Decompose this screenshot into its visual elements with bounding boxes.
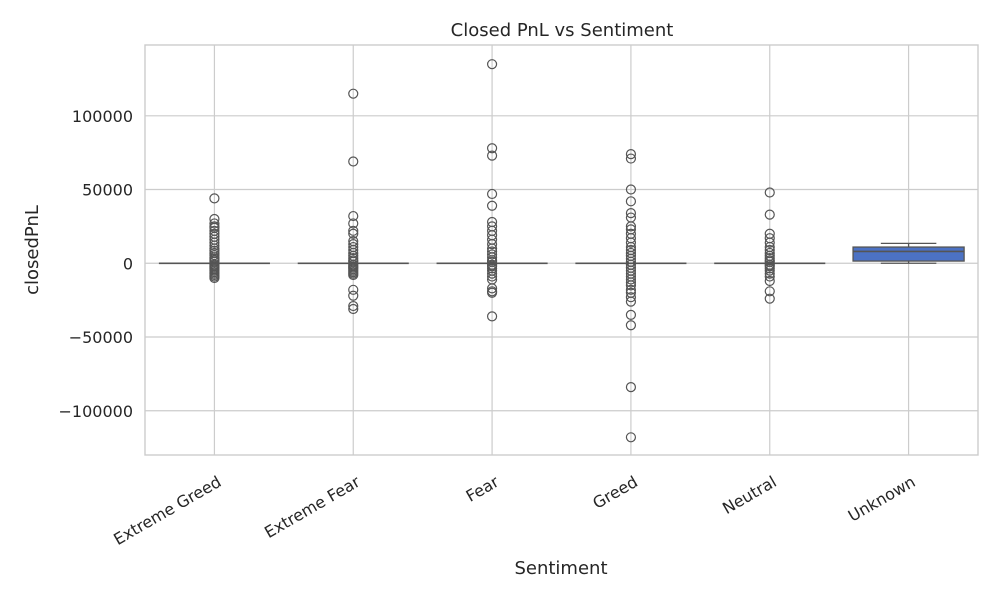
outlier-point <box>764 286 775 297</box>
outlier-point <box>764 237 775 248</box>
iqr-box <box>852 246 965 262</box>
y-tick-label: −100000 <box>59 402 133 421</box>
x-tick-label: Extreme Greed <box>110 472 224 549</box>
outlier-point <box>625 382 637 393</box>
outlier-point <box>348 269 359 281</box>
x-tick-label: Greed <box>589 472 640 513</box>
outlier-point <box>764 265 775 276</box>
outlier-point <box>348 244 359 256</box>
outlier-point <box>209 218 220 229</box>
outlier-point <box>486 59 498 70</box>
y-tick-label: 50000 <box>82 181 133 200</box>
box-unknown <box>852 242 965 264</box>
y-tick-label: −50000 <box>69 328 133 347</box>
outlier-point <box>348 228 359 239</box>
outlier-point <box>486 200 498 211</box>
outlier-point <box>764 271 775 282</box>
outlier-point <box>625 320 637 331</box>
x-tick-label: Neutral <box>719 472 780 518</box>
outlier-point <box>764 209 775 220</box>
y-tick-labels: 100000 50000 0 −50000 −100000 <box>59 107 133 421</box>
outlier-point <box>625 221 637 232</box>
y-tick-label: 100000 <box>72 107 133 126</box>
outlier-point <box>486 287 498 298</box>
box-fear <box>436 59 548 322</box>
outlier-point <box>348 218 359 229</box>
x-tick-labels: Extreme Greed Extreme Fear Fear Greed Neutra… <box>110 472 918 549</box>
outlier-point <box>486 249 498 260</box>
outlier-point <box>209 272 220 284</box>
outlier-point <box>348 284 359 295</box>
outlier-point <box>764 268 775 279</box>
box-neutral <box>714 187 826 304</box>
outlier-point <box>486 271 498 282</box>
x-axis-label: Sentiment <box>514 558 607 579</box>
x-tick-label: Fear <box>463 472 503 506</box>
chart-title: Closed PnL vs Sentiment <box>451 20 674 41</box>
outlier-point <box>625 432 637 443</box>
outlier-point <box>486 188 498 200</box>
outlier-point <box>625 292 637 303</box>
outlier-point <box>764 293 775 304</box>
outlier-point <box>764 275 775 287</box>
x-tick-label: Extreme Fear <box>261 472 364 542</box>
boxes <box>158 59 965 443</box>
outlier-point <box>486 239 498 250</box>
outlier-point <box>486 311 498 322</box>
outlier-point <box>625 153 637 164</box>
outlier-point <box>348 303 359 315</box>
outlier-point <box>625 184 637 195</box>
outlier-point <box>625 274 637 285</box>
outlier-point <box>486 143 498 154</box>
outlier-point <box>625 277 637 288</box>
outlier-point <box>348 225 359 236</box>
outlier-point <box>625 149 637 160</box>
outlier-point <box>348 300 359 312</box>
plot-frame <box>144 44 979 456</box>
box-extreme-greed <box>158 193 270 284</box>
outlier-point <box>625 296 637 307</box>
x-tick-label: Unknown <box>845 472 919 526</box>
outlier-point <box>348 290 359 301</box>
y-tick-label: 0 <box>123 254 133 273</box>
box-greed <box>575 149 687 443</box>
outlier-point <box>764 187 775 198</box>
outlier-point <box>486 268 498 279</box>
outlier-point <box>486 150 498 161</box>
outlier-point <box>764 244 775 256</box>
outlier-point <box>625 196 637 207</box>
outlier-point <box>348 210 359 222</box>
outlier-point <box>348 88 359 99</box>
outlier-point <box>625 208 637 219</box>
outlier-point <box>625 280 637 291</box>
outlier-point <box>625 309 637 320</box>
outlier-point <box>348 156 359 167</box>
box-extreme-fear <box>297 88 409 315</box>
outlier-point <box>625 284 637 295</box>
outlier-point <box>625 237 637 248</box>
y-axis-label: closedPnL <box>22 205 43 295</box>
outlier-point <box>209 237 220 248</box>
outlier-point <box>209 193 220 204</box>
outlier-point <box>486 283 498 294</box>
